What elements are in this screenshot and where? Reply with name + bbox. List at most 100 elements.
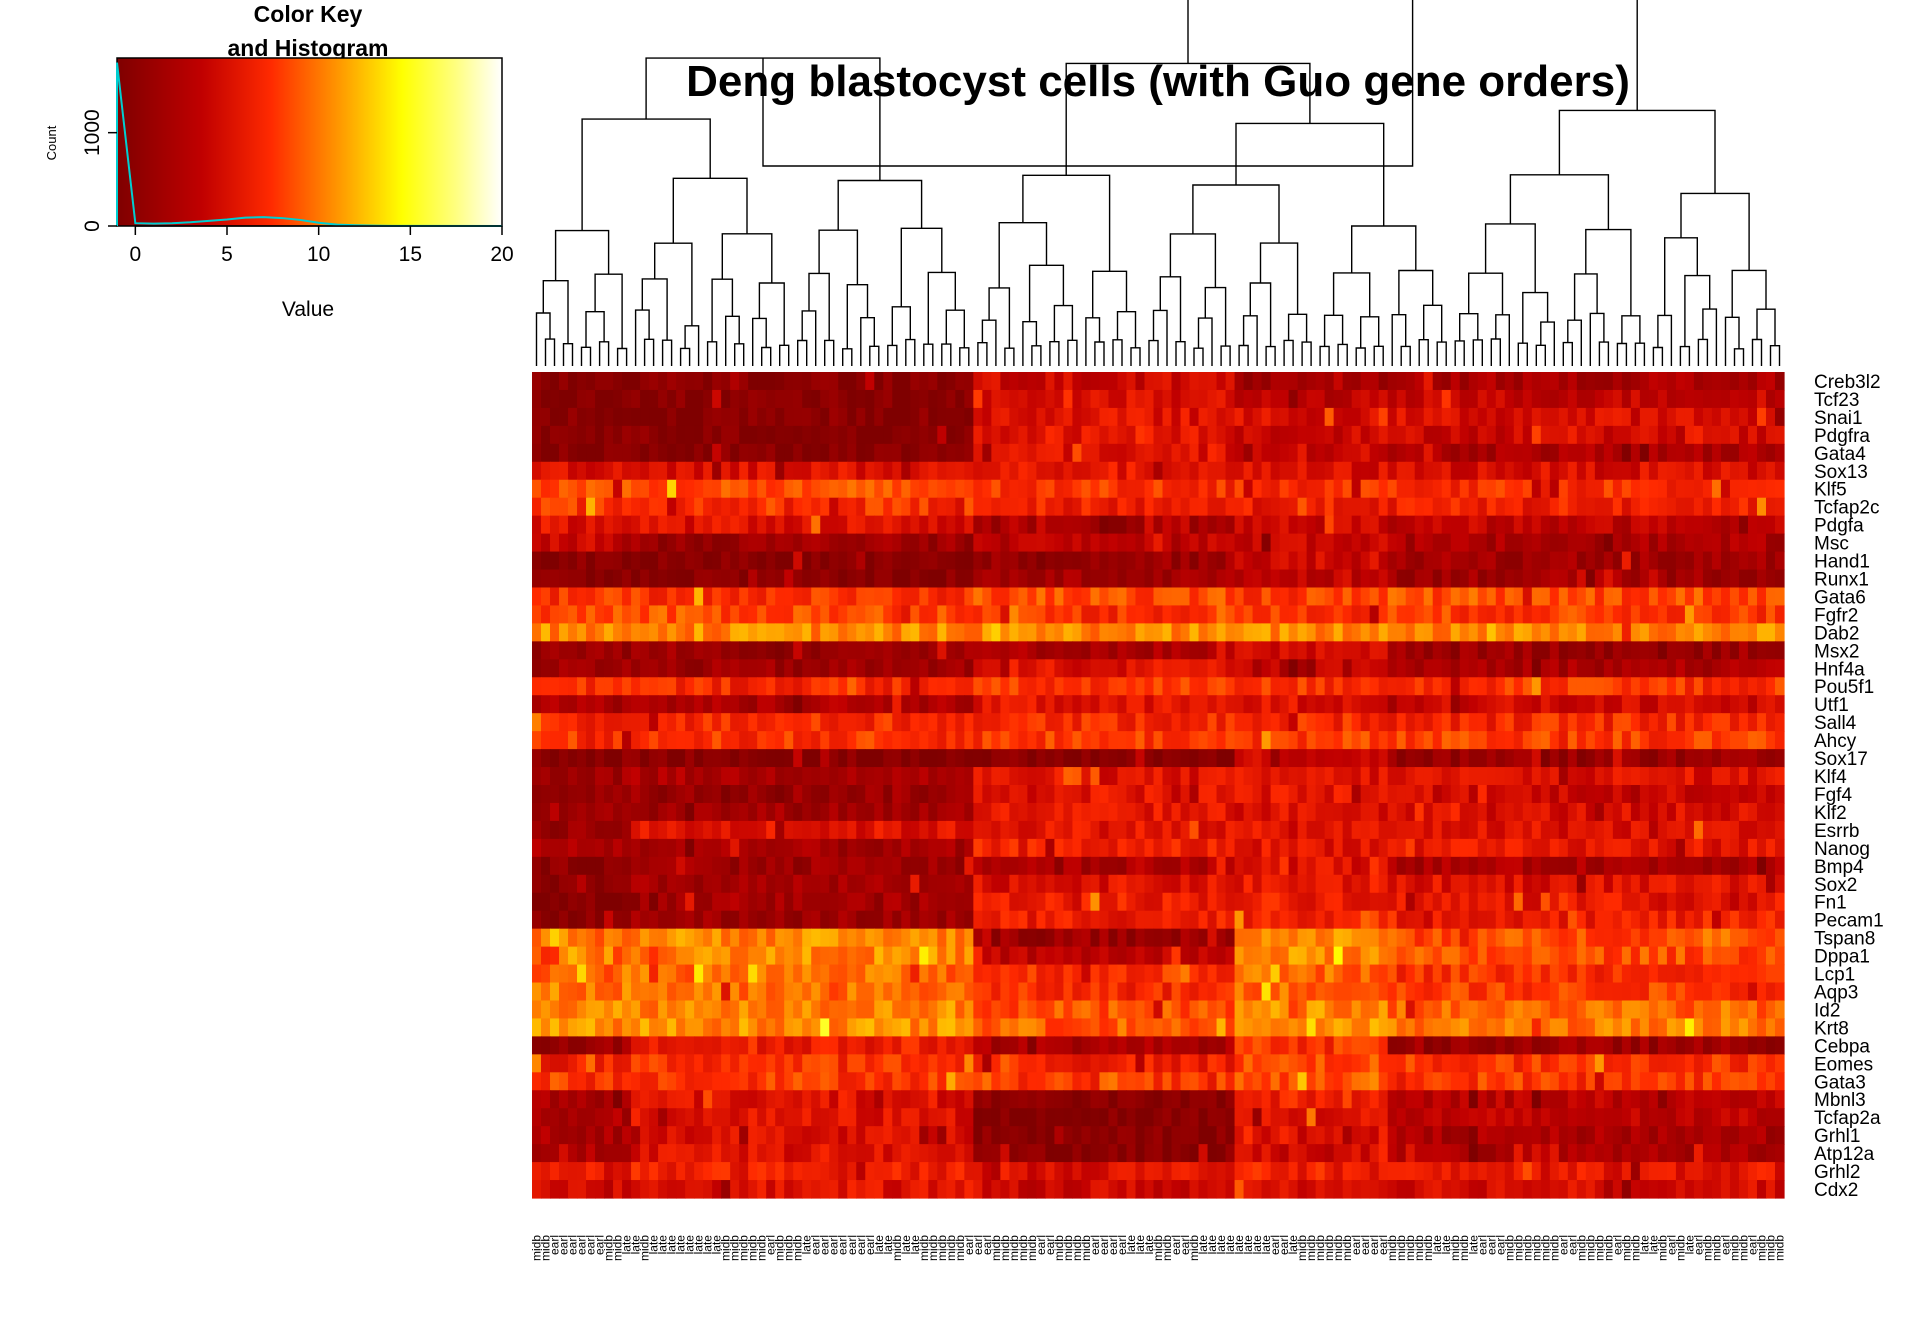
heatmap-cell	[1369, 928, 1380, 948]
heatmap-cell	[1153, 623, 1164, 642]
heatmap-cell	[1000, 605, 1010, 624]
heatmap-cell	[1108, 964, 1119, 984]
heatmap-cell	[1477, 479, 1488, 499]
heatmap-cell	[919, 928, 929, 948]
heatmap-cell	[559, 605, 569, 624]
heatmap-cell	[1486, 389, 1497, 409]
heatmap-cell	[676, 443, 686, 463]
heatmap-cell	[1594, 497, 1605, 517]
heatmap-cell	[892, 515, 902, 535]
heatmap-cell	[1549, 659, 1560, 678]
heatmap-cell	[1477, 874, 1488, 894]
heatmap-cell	[1342, 767, 1353, 786]
heatmap-cell	[1099, 820, 1110, 840]
heatmap-cell	[1567, 695, 1578, 714]
heatmap-cell	[1684, 713, 1695, 732]
heatmap-cell	[532, 820, 542, 840]
heatmap-cell	[1774, 713, 1785, 732]
heatmap-cell	[1090, 461, 1101, 481]
heatmap-cell	[1045, 713, 1056, 732]
heatmap-cell	[1657, 389, 1668, 409]
heatmap-cell	[955, 605, 965, 624]
heatmap-cell	[1189, 767, 1200, 786]
heatmap-cell	[865, 623, 875, 642]
heatmap-cell	[1324, 785, 1335, 804]
heatmap-cell	[955, 372, 965, 391]
heatmap-cell	[550, 892, 560, 912]
heatmap-cell	[1504, 838, 1515, 858]
heatmap-cell	[1027, 569, 1038, 589]
heatmap-cell	[1315, 569, 1326, 589]
heatmap-cell	[1648, 946, 1659, 966]
heatmap-cell	[1603, 461, 1614, 481]
heatmap-cell	[1594, 587, 1605, 607]
heatmap-cell	[748, 820, 758, 840]
heatmap-cell	[901, 802, 911, 822]
heatmap-cell	[550, 749, 560, 768]
column-dendrogram	[535, 0, 1781, 366]
heatmap-cell	[811, 838, 821, 858]
heatmap-cell	[586, 569, 596, 589]
heatmap-cell	[559, 856, 569, 876]
heatmap-cell	[712, 515, 722, 535]
heatmap-cell	[586, 372, 596, 391]
heatmap-cell	[883, 767, 893, 786]
heatmap-cell	[1198, 659, 1209, 678]
heatmap-cell	[676, 856, 686, 876]
heatmap-cell	[946, 479, 956, 499]
heatmap-cell	[1162, 551, 1173, 571]
heatmap-cell	[784, 479, 794, 499]
dendrogram-branch	[1589, 312, 1605, 366]
dendrogram-branch	[923, 343, 934, 366]
heatmap-cell	[658, 713, 668, 732]
heatmap-cell	[1360, 910, 1371, 930]
heatmap-cell	[910, 389, 920, 409]
heatmap-cell	[1180, 659, 1191, 678]
heatmap-cell	[901, 749, 911, 768]
heatmap-cell	[1756, 910, 1767, 930]
heatmap-cell	[568, 802, 578, 822]
heatmap-cell	[1315, 802, 1326, 822]
heatmap-cell	[1090, 479, 1101, 499]
heatmap-cell	[1693, 820, 1704, 840]
heatmap-cell	[1000, 964, 1010, 984]
heatmap-cell	[811, 605, 821, 624]
heatmap-cell	[1513, 479, 1524, 499]
heatmap-cell	[1108, 479, 1119, 499]
heatmap-cell	[1675, 856, 1686, 876]
heatmap-cell	[1603, 946, 1614, 966]
heatmap-cell	[721, 461, 731, 481]
heatmap-cell	[613, 443, 623, 463]
heatmap-cell	[973, 838, 983, 858]
heatmap-cell	[721, 569, 731, 589]
heatmap-cell	[1558, 910, 1569, 930]
heatmap-cell	[1504, 695, 1515, 714]
heatmap-cell	[1117, 767, 1128, 786]
heatmap-cell	[1747, 497, 1758, 517]
heatmap-cell	[658, 928, 668, 948]
heatmap-cell	[1252, 569, 1263, 589]
heatmap-cell	[937, 533, 947, 553]
heatmap-cell	[757, 551, 767, 571]
heatmap-cell	[829, 874, 839, 894]
heatmap-cell	[1090, 856, 1101, 876]
heatmap-cell	[928, 713, 938, 732]
heatmap-cell	[1054, 443, 1065, 463]
heatmap-cell	[1063, 731, 1074, 750]
dendrogram-branch	[998, 222, 1048, 288]
heatmap-cell	[1252, 874, 1263, 894]
heatmap-cell	[1387, 641, 1398, 660]
heatmap-cell	[856, 587, 866, 607]
heatmap-cell	[667, 515, 677, 535]
heatmap-cell	[892, 928, 902, 948]
heatmap-cell	[1117, 389, 1128, 409]
heatmap-cell	[604, 389, 614, 409]
heatmap-cell	[541, 569, 551, 589]
heatmap-cell	[649, 389, 659, 409]
heatmap-cell	[712, 874, 722, 894]
heatmap-cell	[757, 964, 767, 984]
heatmap-cell	[595, 425, 605, 445]
heatmap-cell	[1405, 407, 1416, 427]
heatmap-cell	[1504, 425, 1515, 445]
heatmap-cell	[604, 533, 614, 553]
